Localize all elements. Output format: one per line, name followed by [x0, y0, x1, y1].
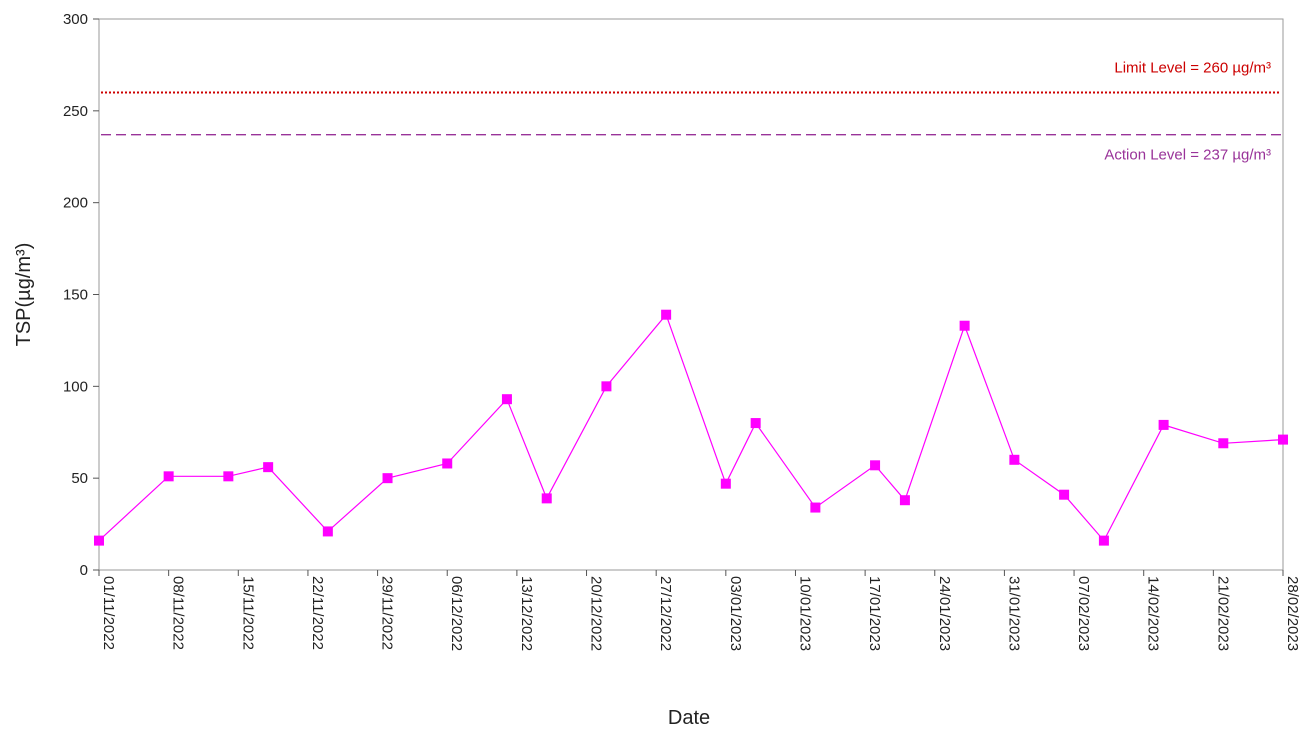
- x-tick-label: 24/01/2023: [936, 576, 953, 651]
- reference-line-label: Action Level = 237 µg/m³: [1104, 147, 1271, 164]
- y-tick-label: 300: [63, 11, 88, 28]
- data-point: [1098, 535, 1109, 546]
- data-point: [322, 526, 333, 537]
- data-point: [223, 471, 234, 482]
- x-tick-label: 06/12/2022: [448, 576, 465, 651]
- data-point: [1218, 438, 1229, 449]
- data-point: [501, 394, 512, 405]
- x-tick-label: 29/11/2022: [379, 576, 396, 650]
- y-axis-title: TSP(µg/m³): [13, 243, 35, 347]
- data-point: [1158, 419, 1169, 430]
- x-tick-label: 27/12/2022: [657, 576, 674, 651]
- y-tick-label: 250: [63, 103, 88, 120]
- y-tick-label: 50: [71, 470, 88, 487]
- x-tick-label: 15/11/2022: [239, 576, 256, 650]
- data-point: [899, 495, 910, 506]
- data-point: [601, 381, 612, 392]
- data-point: [442, 458, 453, 469]
- x-tick-label: 31/01/2023: [1005, 576, 1022, 651]
- data-point: [870, 460, 881, 471]
- y-tick-label: 200: [63, 195, 88, 212]
- x-tick-label: 01/11/2022: [100, 576, 117, 650]
- x-tick-label: 22/11/2022: [309, 576, 326, 650]
- data-point: [750, 418, 761, 429]
- data-point: [541, 493, 552, 504]
- data-point: [661, 309, 672, 320]
- x-tick-label: 13/12/2022: [518, 576, 535, 651]
- data-point: [959, 320, 970, 331]
- x-tick-label: 08/11/2022: [170, 576, 187, 650]
- reference-line-label: Limit Level = 260 µg/m³: [1114, 59, 1271, 76]
- plot-layer: 0 50 100 150 200 250 300 01/11/2022 08/11/2022 15…: [13, 11, 1301, 729]
- data-point: [1278, 434, 1288, 445]
- y-tick-label: 0: [80, 562, 88, 579]
- x-tick-label: 28/02/2023: [1284, 576, 1301, 651]
- data-point: [382, 473, 393, 484]
- data-point: [163, 471, 174, 482]
- plot-frame: [98, 18, 1284, 571]
- data-point: [810, 502, 821, 513]
- x-tick-label: 14/02/2023: [1145, 576, 1162, 651]
- data-point: [1059, 489, 1070, 500]
- data-point: [263, 462, 274, 473]
- x-tick-label: 21/02/2023: [1214, 576, 1231, 651]
- data-point: [1009, 454, 1020, 465]
- x-tick-label: 17/01/2023: [866, 576, 883, 651]
- x-tick-label: 03/01/2023: [727, 576, 744, 651]
- x-axis-title: Date: [668, 707, 710, 729]
- x-tick-label: 07/02/2023: [1075, 576, 1092, 651]
- data-point: [94, 535, 104, 546]
- x-tick-label: 10/01/2023: [796, 576, 813, 651]
- series-line: [98, 313, 1284, 542]
- data-point: [720, 478, 731, 489]
- x-tick-label: 20/12/2022: [588, 576, 605, 651]
- y-tick-label: 150: [63, 287, 88, 304]
- y-tick-label: 100: [63, 378, 88, 395]
